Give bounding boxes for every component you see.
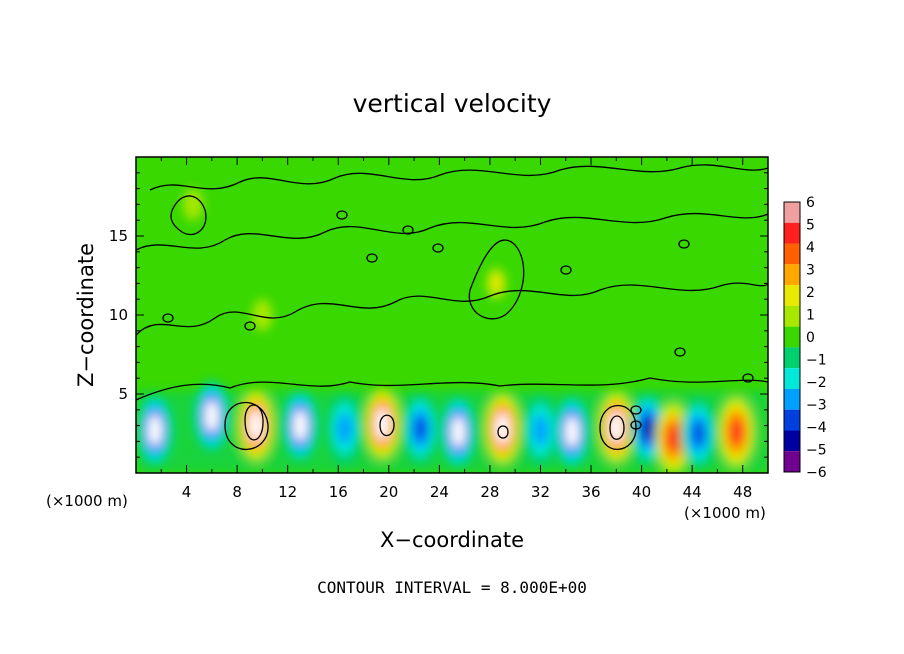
contour-lines [136,164,768,451]
axis-ticks [136,157,768,473]
x-unit-label-right: (×1000 m) [684,504,766,522]
colorbar-tick-label: 3 [806,263,815,279]
chart-title: vertical velocity [353,89,552,118]
heatmap-cell-core [451,415,466,449]
heatmap-cell-core [248,409,264,442]
x-tick-label: 40 [632,483,651,501]
x-tick-label: 20 [379,483,398,501]
contour-line [244,404,264,441]
heatmap-cell [731,422,742,442]
y-tick-label: 10 [109,306,128,324]
contour-loop [366,253,378,263]
colorbar-tick-label: −1 [806,353,827,369]
contour-loop [432,243,444,253]
colorbar-tick-label: −3 [806,398,827,414]
colorbar-tick-label: −5 [806,443,827,459]
contour-loop [630,420,642,430]
colorbar-frame [783,201,801,473]
colorbar-swatch [784,243,800,265]
colorbar-tick-label: −2 [806,375,827,391]
contour-loop [560,265,572,275]
contour-loop [674,347,686,357]
contour-line [609,415,625,440]
heatmap-cell [532,414,549,446]
contour-loop [630,405,642,415]
x-tick-label: 28 [480,483,499,501]
colorbar-tick-label: 0 [806,330,815,346]
heatmap-cell [643,418,653,439]
y-tick-label: 15 [109,227,128,245]
heatmap-cell [414,416,427,441]
contour-line [468,239,525,320]
x-tick-label: 8 [232,483,242,501]
contour-line [224,402,269,450]
colorbar-swatch [784,430,800,452]
colorbar-swatch [784,388,800,410]
colorbar-swatch [784,347,800,369]
x-tick-label: 32 [531,483,550,501]
heatmap-cell [182,188,203,221]
heatmap-cell-core [204,399,220,433]
contour-line [379,414,395,437]
contour-line [136,212,768,251]
colorbar-tick-label: 2 [806,285,815,301]
contour-loop [244,321,256,331]
x-tick-label: 48 [733,483,752,501]
y-axis-label: Z−coordinate [74,243,98,387]
contour-line [149,164,768,191]
heatmap-cell [252,299,273,331]
contour-loop [402,225,414,235]
contour-loop [742,373,754,383]
colorbar-swatch [784,305,800,327]
heatmap-cell-core [564,415,580,449]
contour-loop [678,239,690,249]
colorbar-swatch [784,368,800,389]
heatmap-cell [336,413,353,445]
x-tick-label: 24 [430,483,449,501]
colorbar-tick-label: 4 [806,240,815,256]
colorbar-swatch [784,222,800,244]
y-tick-label: 5 [118,385,128,403]
plot-area [135,156,769,474]
colorbar-tick-label: 1 [806,308,815,324]
colorbar: 6 5 4 3 2 1 0 −1 −2 −3 −4 −5 −6 [783,195,827,481]
colorbar-swatch [784,285,800,306]
colorbar-swatch [784,451,800,472]
contour-interval-note: CONTOUR INTERVAL = 8.000E+00 [317,578,587,597]
contour-line [136,282,768,336]
y-tick-labels: 5 10 15 [109,227,128,403]
x-tick-label: 36 [581,483,600,501]
contour-line [599,404,637,451]
colorbar-swatch [784,264,800,286]
x-tick-label: 16 [329,483,348,501]
colorbar-tick-label: −4 [806,420,827,436]
contour-line [497,425,509,439]
x-tick-label: 4 [182,483,192,501]
x-axis-label: X−coordinate [380,528,524,552]
contour-line [136,377,768,401]
heatmap-cell [490,273,503,293]
x-tick-label: 44 [683,483,702,501]
heatmap-cell-core [147,414,163,447]
x-tick-label: 12 [278,483,297,501]
heatmap-cell [692,421,705,446]
contour-loop [162,313,174,323]
colorbar-tick-label: −6 [806,465,827,481]
heatmap-cell-core [293,409,308,442]
heatmap-cell [668,428,679,449]
x-unit-label: (×1000 m) [46,492,128,510]
colorbar-swatch [784,202,800,223]
contour-loop [336,210,348,220]
colorbar-swatch [784,326,800,348]
contour-line [170,195,207,236]
colorbar-swatch [784,409,800,431]
heatmap-cells [136,188,768,473]
colorbar-tick-label: 5 [806,218,815,234]
colorbar-tick-label: 6 [806,195,815,211]
x-tick-labels: 4 8 12 16 20 24 28 32 36 40 44 48 [182,483,752,501]
